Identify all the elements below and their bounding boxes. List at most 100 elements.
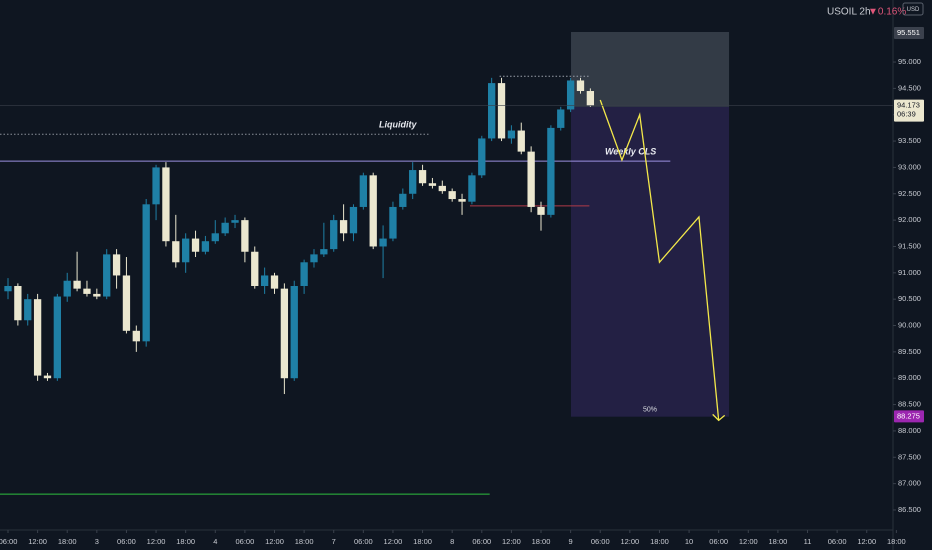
x-tick-label: 06:00 <box>236 537 255 546</box>
candle-body <box>112 254 121 276</box>
candle-body <box>310 254 318 263</box>
currency-box <box>902 2 924 16</box>
x-tick-label: 18:00 <box>413 537 432 546</box>
candle-body <box>43 375 52 379</box>
x-tick-label: 18:00 <box>769 537 788 546</box>
x-tick-label: 12:00 <box>147 537 166 546</box>
x-tick-label: 18:00 <box>650 537 669 546</box>
x-tick-label: 11 <box>804 537 812 546</box>
candle-body <box>103 254 111 297</box>
x-tick-label: 06:00 <box>117 537 136 546</box>
candle-body <box>527 151 535 207</box>
zone-label: 50% <box>643 407 657 414</box>
x-tick-label: 4 <box>213 537 217 546</box>
candle-body <box>241 220 249 252</box>
y-tick-label: 89.500 <box>898 347 921 356</box>
zone-box <box>571 31 730 107</box>
price-tag <box>894 99 924 122</box>
candle-body <box>300 262 308 287</box>
candle-body <box>497 83 506 139</box>
x-tick-label: 12:00 <box>265 537 284 546</box>
x-tick-label: 18:00 <box>295 537 314 546</box>
candle-body <box>172 241 180 263</box>
candle-body <box>428 183 437 186</box>
y-tick-label: 89.000 <box>898 373 921 382</box>
price-tag <box>894 26 924 39</box>
projection-path <box>599 99 720 421</box>
candle-body <box>566 80 575 110</box>
candle-body <box>458 199 466 202</box>
candle-body <box>270 275 279 289</box>
y-tick-label: 91.500 <box>898 241 921 250</box>
symbol: USOIL 2h <box>827 7 871 18</box>
candle-body <box>409 170 417 194</box>
level-label: Liquidity <box>379 120 417 130</box>
y-tick-label: 92.500 <box>898 189 921 198</box>
y-tick-label: 94.500 <box>898 83 921 92</box>
x-tick-label: 06:00 <box>828 537 847 546</box>
candle-body <box>507 130 516 139</box>
candle-body <box>468 175 476 202</box>
x-tick-label: 10 <box>685 537 693 546</box>
candle-body <box>488 83 496 139</box>
candle-body <box>418 170 427 184</box>
candle-body <box>547 127 555 215</box>
x-tick-label: 12:00 <box>384 537 403 546</box>
x-tick-label: 9 <box>569 537 573 546</box>
candle-body <box>349 206 358 234</box>
price-tag-label: 95.551 <box>897 28 920 37</box>
x-tick-label: 12:00 <box>502 537 521 546</box>
candle-body <box>221 222 229 234</box>
candle-body <box>53 296 62 379</box>
candle-body <box>24 299 32 321</box>
countdown: 06:39 <box>897 110 916 119</box>
y-tick-label: 88.000 <box>898 426 921 435</box>
change: ▼0.16% <box>868 7 906 18</box>
candle-body <box>330 220 338 250</box>
y-tick-label: 93.000 <box>898 162 921 171</box>
projection-arrowhead <box>712 413 726 422</box>
candle-body <box>211 233 219 242</box>
y-tick-label: 90.500 <box>898 294 921 303</box>
candle-body <box>280 288 289 379</box>
price-tag <box>894 410 924 423</box>
y-tick-label: 87.000 <box>898 479 921 488</box>
candle-body <box>63 280 71 297</box>
y-tick-label: 88.500 <box>898 400 921 409</box>
y-tick-label: 91.000 <box>898 268 921 277</box>
candle-body <box>389 206 397 239</box>
candle-body <box>73 280 81 289</box>
candle-body <box>290 286 298 379</box>
y-tick-label: 87.500 <box>898 452 921 461</box>
candle-body <box>320 249 328 255</box>
candle-body <box>93 293 101 297</box>
candle-body <box>260 275 269 287</box>
candle-body <box>33 299 42 376</box>
x-tick-label: 18:00 <box>887 537 906 546</box>
candle-body <box>517 130 525 152</box>
candle-body <box>191 238 200 252</box>
candle-body <box>251 251 259 287</box>
candle-body <box>162 167 170 242</box>
level-label: Weekly CLS <box>605 146 656 156</box>
candle-body <box>557 109 565 128</box>
candle-body <box>231 220 239 223</box>
price-tag-label: 94.173 <box>897 101 920 110</box>
x-tick-label: 12:00 <box>28 537 47 546</box>
x-tick-label: 12:00 <box>857 537 876 546</box>
x-tick-label: 12:00 <box>620 537 639 546</box>
candle-body <box>83 288 91 294</box>
candle-body <box>537 206 545 215</box>
candle-body <box>359 175 367 207</box>
y-tick-label: 86.500 <box>898 505 921 514</box>
candle-body <box>14 286 22 321</box>
x-tick-label: 18:00 <box>176 537 195 546</box>
candle-body <box>182 238 190 263</box>
y-tick-label: 93.500 <box>898 136 921 145</box>
candle-body <box>478 138 486 176</box>
candle-body <box>576 80 585 92</box>
candle-body <box>369 175 377 247</box>
